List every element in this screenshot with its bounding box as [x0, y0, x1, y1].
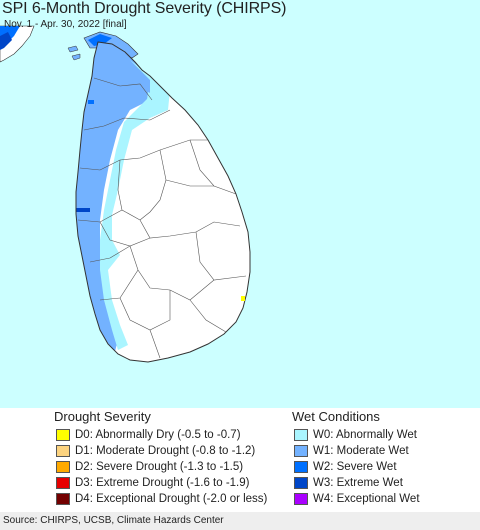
region-w0-north	[146, 92, 166, 112]
swatch-d1	[56, 445, 70, 457]
swatch-w3	[294, 477, 308, 489]
legend-label-d1: D1: Moderate Drought (-0.8 to -1.2)	[75, 445, 256, 457]
legend-item-w3: W3: Extreme Wet	[294, 476, 403, 490]
swatch-w2	[294, 461, 308, 473]
legend-item-d2: D2: Severe Drought (-1.3 to -1.5)	[56, 460, 243, 474]
legend-item-w0: W0: Abnormally Wet	[294, 428, 417, 442]
ocean	[0, 0, 480, 408]
region-d0-abnormally-dry	[241, 296, 245, 301]
island-small-2	[71, 53, 81, 61]
district-borders	[77, 77, 247, 359]
legend-label-w4: W4: Exceptional Wet	[313, 493, 420, 505]
swatch-d3	[56, 477, 70, 489]
legend-label-d4: D4: Exceptional Drought (-2.0 or less)	[75, 493, 268, 505]
swatch-d2	[56, 461, 70, 473]
swatch-w4	[294, 493, 308, 505]
region-w2-patch	[88, 100, 94, 104]
legend-label-d0: D0: Abnormally Dry (-0.5 to -0.7)	[75, 429, 241, 441]
legend-item-d0: D0: Abnormally Dry (-0.5 to -0.7)	[56, 428, 241, 442]
legend-item-d3: D3: Extreme Drought (-1.6 to -1.9)	[56, 476, 249, 490]
swatch-d0	[56, 429, 70, 441]
map-panel: SPI 6-Month Drought Severity (CHIRPS) No…	[0, 0, 480, 408]
region-w3-streak	[76, 208, 90, 212]
legend-item-w2: W2: Severe Wet	[294, 460, 397, 474]
legend-item-w1: W1: Moderate Wet	[294, 444, 409, 458]
swatch-w1	[294, 445, 308, 457]
legend-item-w4: W4: Exceptional Wet	[294, 492, 420, 506]
source-text: Source: CHIRPS, UCSB, Climate Hazards Ce…	[3, 515, 224, 526]
legend-label-w2: W2: Severe Wet	[313, 461, 397, 473]
legend-label-w0: W0: Abnormally Wet	[313, 429, 417, 441]
island-small-1	[67, 45, 79, 53]
legend-label-d2: D2: Severe Drought (-1.3 to -1.5)	[75, 461, 244, 473]
legend-item-d4: D4: Exceptional Drought (-2.0 or less)	[56, 492, 267, 506]
swatch-w0	[294, 429, 308, 441]
wet-legend-title: Wet Conditions	[292, 409, 380, 424]
swatch-d4	[56, 493, 70, 505]
legend-item-d1: D1: Moderate Drought (-0.8 to -1.2)	[56, 444, 255, 458]
map-canvas	[0, 0, 480, 408]
legend-label-w1: W1: Moderate Wet	[313, 445, 409, 457]
source-bar: Source: CHIRPS, UCSB, Climate Hazards Ce…	[0, 512, 480, 530]
map-title: SPI 6-Month Drought Severity (CHIRPS)	[2, 0, 287, 17]
jaffna-severe-wet	[88, 34, 112, 46]
india-extreme-wet	[0, 32, 12, 50]
legend-label-d3: D3: Extreme Drought (-1.6 to -1.9)	[75, 477, 250, 489]
map-subtitle: Nov. 1 - Apr. 30, 2022 [final]	[4, 19, 127, 30]
drought-legend-title: Drought Severity	[54, 409, 151, 424]
legend-label-w3: W3: Extreme Wet	[313, 477, 403, 489]
